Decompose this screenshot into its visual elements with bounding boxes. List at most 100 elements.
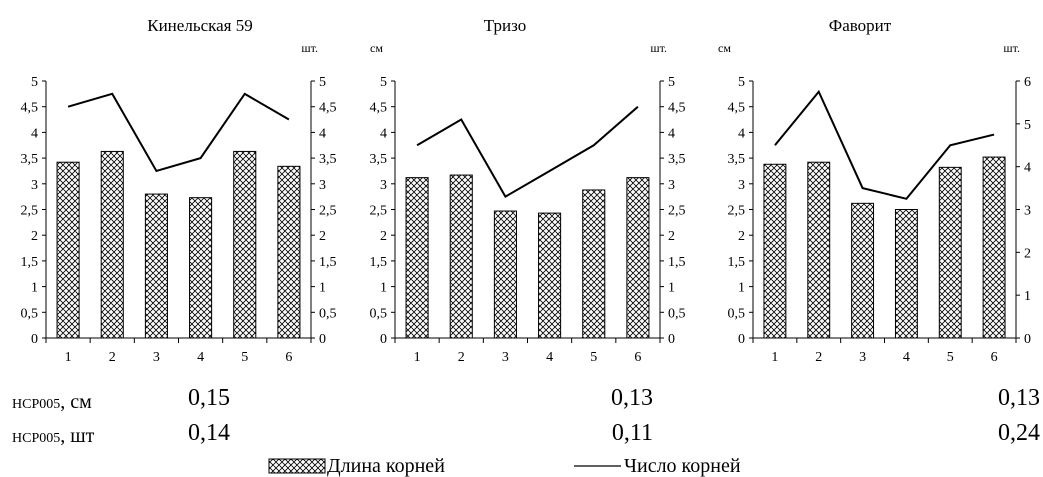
left-tick-label: 3 xyxy=(738,178,745,193)
hcp-sht-label-prefix: НСР005 xyxy=(12,431,60,446)
chart-panel-trizo: Тризо см шт. 0 0,5 1 1,5 2 2,5 3 3,5 4 4,5 5 0 0,5 1 1,5 2… xyxy=(370,16,686,365)
chart-panel-favorit: Фаворит см шт. 0 0,5 1 1,5 2 2,5 3 3,5 4 4,5 5 0 1 2 3 4 5 6… xyxy=(718,16,1031,365)
x-tick-label: 6 xyxy=(991,350,998,365)
left-tick-label: 5 xyxy=(380,75,387,90)
left-tick-label: 4,5 xyxy=(370,101,388,116)
right-tick-label: 4 xyxy=(1024,161,1031,176)
chart-title: Фаворит xyxy=(829,16,892,35)
line-root-count xyxy=(416,105,639,199)
left-tick-label: 4 xyxy=(31,126,38,141)
right-tick-label: 5 xyxy=(668,75,675,90)
right-tick-label: 2 xyxy=(668,229,675,244)
left-tick-label: 1 xyxy=(738,281,745,296)
right-tick-label: 2 xyxy=(319,229,326,244)
right-tick-label: 3 xyxy=(1024,204,1031,219)
left-tick-label: 3,5 xyxy=(728,152,746,167)
right-axis-unit: шт. xyxy=(650,41,667,55)
left-tick-label: 0,5 xyxy=(728,306,746,321)
right-tick-label: 4 xyxy=(668,126,675,141)
legend-bar-label: Длина корней xyxy=(327,455,445,477)
x-tick-label: 5 xyxy=(947,350,954,365)
bar-root-length xyxy=(807,161,831,339)
x-tick-label: 3 xyxy=(153,350,160,365)
hcp-sht-value-2: 0,11 xyxy=(612,420,653,446)
left-axis-unit: см xyxy=(370,41,383,55)
left-tick-label: 4,5 xyxy=(728,101,746,116)
left-tick-label: 3,5 xyxy=(370,152,388,167)
right-tick-label: 1 xyxy=(319,281,326,296)
right-tick-label: 4 xyxy=(319,126,326,141)
left-tick-label: 3,5 xyxy=(21,152,39,167)
right-tick-label: 5 xyxy=(1024,118,1031,133)
right-tick-label: 0,5 xyxy=(668,306,686,321)
bar-root-length xyxy=(538,212,562,339)
left-tick-label: 0 xyxy=(380,332,387,347)
bar-root-length xyxy=(405,177,429,339)
right-tick-label: 4,5 xyxy=(319,101,337,116)
left-tick-label: 4 xyxy=(738,126,745,141)
right-tick-label: 3,5 xyxy=(668,152,686,167)
bar-root-length xyxy=(493,210,517,339)
right-tick-label: 1 xyxy=(668,281,675,296)
hcp-sm-label: НСР005, см xyxy=(12,391,92,413)
hcp-sm-label-suffix: , см xyxy=(60,391,92,413)
right-tick-label: 1,5 xyxy=(319,255,337,270)
right-tick-label: 0 xyxy=(1024,332,1031,347)
right-tick-label: 6 xyxy=(1024,75,1031,90)
right-tick-label: 2,5 xyxy=(668,204,686,219)
left-tick-label: 2 xyxy=(31,229,38,244)
hcp-sht-value-3: 0,24 xyxy=(998,420,1040,446)
left-tick-label: 1 xyxy=(31,281,38,296)
x-tick-label: 6 xyxy=(285,350,292,365)
left-tick-label: 0 xyxy=(31,332,38,347)
bar-root-length xyxy=(938,166,962,339)
left-tick-label: 4 xyxy=(380,126,387,141)
left-tick-label: 0,5 xyxy=(370,306,388,321)
x-tick-label: 3 xyxy=(502,350,509,365)
legend-line-label: Число корней xyxy=(624,455,741,477)
left-axis-unit: см xyxy=(718,41,731,55)
right-tick-label: 3 xyxy=(668,178,675,193)
bar-root-length xyxy=(582,189,606,339)
bar-root-length xyxy=(100,150,124,339)
hcp-sm-label-prefix: НСР005 xyxy=(12,397,60,412)
left-tick-label: 2 xyxy=(380,229,387,244)
left-tick-label: 1,5 xyxy=(728,255,746,270)
left-tick-label: 2,5 xyxy=(21,204,39,219)
right-tick-label: 0 xyxy=(668,332,675,347)
left-tick-label: 2,5 xyxy=(728,204,746,219)
x-tick-label: 2 xyxy=(815,350,822,365)
x-tick-label: 4 xyxy=(903,350,910,365)
legend: Длина корней Число корней xyxy=(268,455,741,477)
left-tick-label: 3 xyxy=(31,178,38,193)
bar-root-length xyxy=(449,174,473,339)
bar-root-length xyxy=(894,209,918,339)
hcp-sm-value-3: 0,13 xyxy=(998,385,1040,411)
hcp-sht-label: НСР005, шт xyxy=(12,425,95,447)
x-tick-label: 5 xyxy=(241,350,248,365)
left-tick-label: 5 xyxy=(738,75,745,90)
left-tick-label: 3 xyxy=(380,178,387,193)
line-root-count xyxy=(774,89,995,200)
right-tick-label: 1,5 xyxy=(668,255,686,270)
right-tick-label: 5 xyxy=(319,75,326,90)
x-tick-label: 6 xyxy=(634,350,641,365)
bar-root-length xyxy=(851,202,875,339)
hcp-sm-value-1: 0,15 xyxy=(188,385,230,411)
x-tick-label: 5 xyxy=(590,350,597,365)
right-tick-label: 4,5 xyxy=(668,101,686,116)
legend-bar-swatch xyxy=(268,458,326,474)
left-tick-label: 5 xyxy=(31,75,38,90)
x-tick-label: 1 xyxy=(65,350,72,365)
left-tick-label: 0,5 xyxy=(21,306,39,321)
hcp-sm-value-2: 0,13 xyxy=(611,385,653,411)
x-tick-label: 2 xyxy=(109,350,116,365)
right-tick-label: 3 xyxy=(319,178,326,193)
bar-root-length xyxy=(277,165,301,339)
bar-root-length xyxy=(144,193,168,339)
bar-root-length xyxy=(56,161,80,339)
left-tick-label: 4,5 xyxy=(21,101,39,116)
x-tick-label: 2 xyxy=(458,350,465,365)
bar-root-length xyxy=(626,177,650,339)
